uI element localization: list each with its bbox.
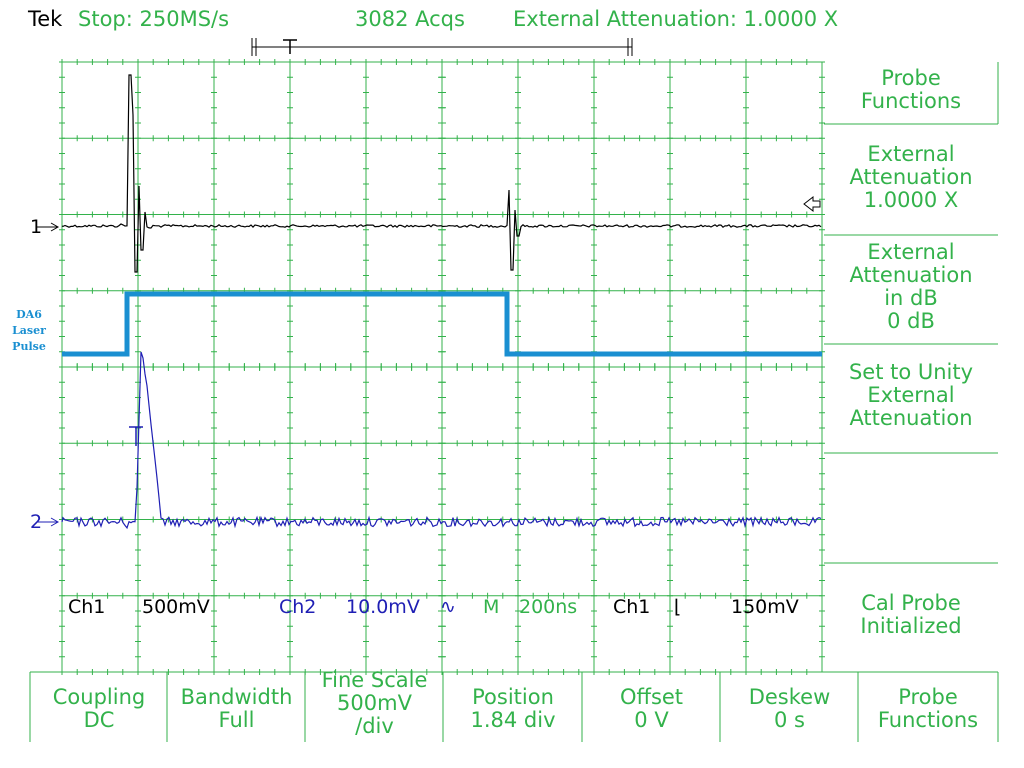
side-menu-probe-functions[interactable]: Probe Functions <box>826 67 996 113</box>
side-menu-label: External <box>867 142 955 166</box>
bottom-menu-label: Fine Scale <box>321 667 428 692</box>
bottom-menu-fine-scale[interactable]: Fine Scale 500mV /div <box>306 667 443 738</box>
side-menu-blank[interactable] <box>826 460 996 556</box>
bottom-menu-value: 0 s <box>774 708 805 732</box>
side-menu-value: 1.0000 X <box>863 188 959 212</box>
bottom-menu-label: Bandwidth <box>180 685 293 709</box>
ch2-ground-marker: 2 <box>30 511 43 533</box>
laser-pulse-label-line: Pulse <box>12 340 46 353</box>
timebase-label: M <box>483 596 500 618</box>
bottom-menu-probe-functions[interactable]: Probe Functions <box>859 676 997 742</box>
ch2-bandwidth-icon: ∿ <box>440 596 456 618</box>
side-menu-label: External <box>867 240 955 264</box>
ch2-readout: Ch2 <box>279 596 317 618</box>
brand-label: Tek <box>28 7 63 31</box>
side-menu-label: Attenuation <box>849 263 973 287</box>
ch2-scale: 10.0mV <box>346 596 420 618</box>
side-menu-label: Initialized <box>860 614 962 638</box>
side-menu-set-to-unity[interactable]: Set to Unity External Attenuation <box>826 361 996 430</box>
bottom-menu-label: Deskew <box>748 685 831 709</box>
side-menu-label: Attenuation <box>849 165 973 189</box>
bottom-menu-bandwidth[interactable]: Bandwidth Full <box>168 676 305 742</box>
trigger-position-bar[interactable] <box>251 38 633 56</box>
ch2-position-arrow[interactable] <box>37 517 60 527</box>
side-menu-label: Set to Unity <box>848 360 974 384</box>
bottom-menu-label: Coupling <box>52 685 146 709</box>
side-menu-external-attenuation[interactable]: External Attenuation 1.0000 X <box>826 143 996 212</box>
menu-dividers <box>29 62 999 742</box>
bottom-menu-offset[interactable]: Offset 0 V <box>583 676 720 742</box>
bottom-menu-value: 500mV <box>337 690 412 715</box>
status-bar: Tek Stop: 250MS/s 3082 Acqs External Att… <box>0 0 1024 40</box>
ch1-readout: Ch1 <box>68 596 106 618</box>
side-menu-external-attenuation-db[interactable]: External Attenuation in dB 0 dB <box>826 241 996 333</box>
ch1-waveform <box>61 74 822 273</box>
timebase-value: 200ns <box>519 596 578 618</box>
bottom-menu-value: DC <box>83 708 115 732</box>
external-attenuation-status: External Attenuation: 1.0000 X <box>513 7 839 31</box>
bottom-menu-value: Full <box>218 708 255 732</box>
ch2-trigger-t-marker <box>129 426 143 446</box>
side-menu-label: Probe <box>881 66 941 90</box>
side-menu-label: Attenuation <box>849 406 973 430</box>
bottom-menu-deskew[interactable]: Deskew 0 s <box>721 676 858 742</box>
ch1-scale: 500mV <box>142 596 210 618</box>
laser-pulse-label: DA6 Laser Pulse <box>4 307 54 355</box>
ch1-position-arrow[interactable] <box>37 222 60 232</box>
bottom-menu-label: Functions <box>877 708 979 732</box>
laser-pulse-label-line: Laser <box>12 324 46 337</box>
laser-pulse-waveform <box>62 291 822 357</box>
trigger-level: 150mV <box>731 596 799 618</box>
acquisition-status: Stop: 250MS/s <box>78 7 230 31</box>
side-menu-label: in dB <box>884 286 938 310</box>
side-menu-label: External <box>867 383 955 407</box>
falling-edge-icon: ⌊ <box>674 596 682 618</box>
trigger-level-arrow[interactable] <box>803 195 821 213</box>
bottom-menu-label: Position <box>472 685 554 709</box>
ch1-ground-marker: 1 <box>30 216 43 238</box>
bottom-menu-value: /div <box>355 713 394 738</box>
side-menu-label: Functions <box>860 89 962 113</box>
bottom-menu-label: Probe <box>898 685 958 709</box>
side-menu-label: Cal Probe <box>861 591 961 615</box>
side-menu-value: 0 dB <box>887 309 935 333</box>
bottom-menu-value: 1.84 div <box>470 708 556 732</box>
graticule <box>59 59 825 675</box>
bottom-menu-position[interactable]: Position 1.84 div <box>444 676 582 742</box>
bottom-menu-coupling[interactable]: Coupling DC <box>31 676 167 742</box>
laser-pulse-label-line: DA6 <box>16 308 42 321</box>
bottom-menu-value: 0 V <box>634 708 669 732</box>
acquisition-count: 3082 Acqs <box>355 7 465 31</box>
side-menu-cal-probe[interactable]: Cal Probe Initialized <box>826 592 996 638</box>
ch2-waveform <box>61 351 822 530</box>
bottom-menu-label: Offset <box>619 685 684 709</box>
trigger-source: Ch1 <box>613 596 651 618</box>
